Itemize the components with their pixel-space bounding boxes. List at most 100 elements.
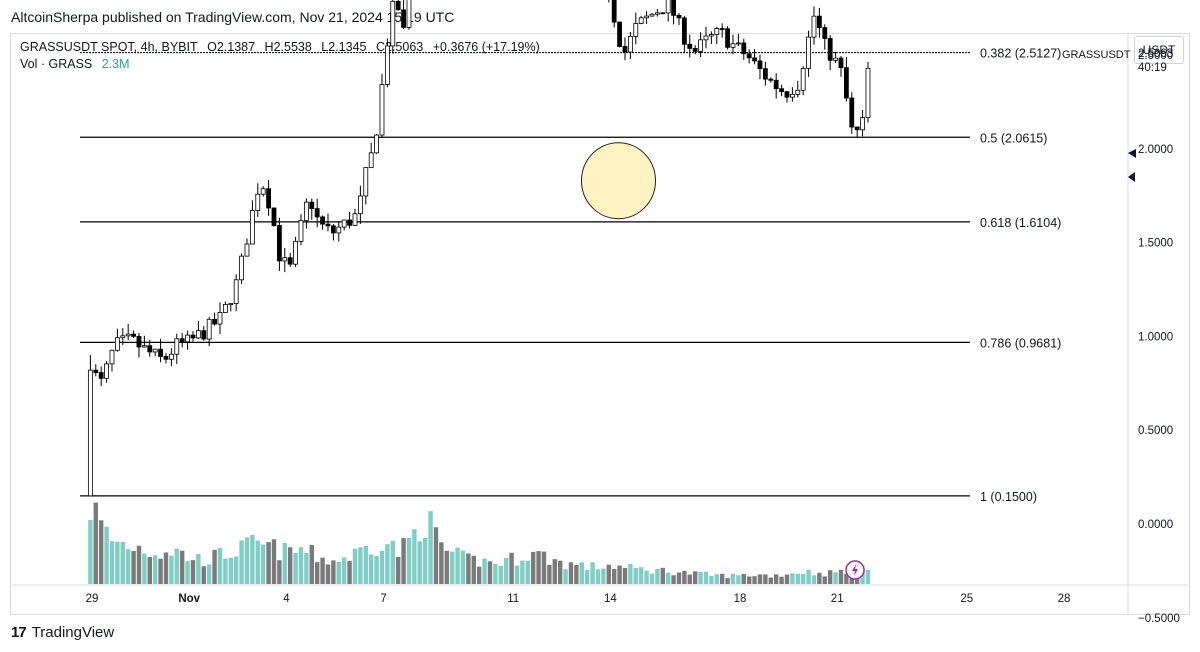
- candle-body: [357, 195, 363, 215]
- fib-label-1: 1 (0.1500): [980, 490, 1037, 504]
- volume-bar: [817, 572, 822, 584]
- volume-bar: [385, 544, 390, 584]
- volume-bar: [514, 565, 520, 584]
- candle-body: [222, 304, 228, 313]
- volume-bar: [638, 567, 644, 584]
- volume-bar: [676, 572, 682, 584]
- volume-bar: [131, 550, 136, 584]
- volume-bar: [503, 558, 509, 584]
- time-tick: 14: [604, 593, 617, 605]
- candle-body: [384, 45, 390, 85]
- candle-body: [865, 67, 871, 119]
- volume-legend[interactable]: Vol · GRASS 2.3M: [20, 57, 136, 71]
- candle-body: [363, 167, 369, 197]
- volume-bar: [779, 576, 784, 584]
- candle-body: [827, 38, 833, 61]
- volume-bar: [449, 551, 455, 584]
- candle-body: [822, 27, 828, 39]
- volume-bar: [790, 573, 795, 584]
- candle-body: [401, 9, 406, 28]
- candle-body: [179, 338, 185, 343]
- candle-body: [212, 318, 217, 325]
- candle-body: [158, 348, 163, 357]
- candle-body: [800, 68, 806, 91]
- volume-bar: [174, 548, 179, 584]
- candle-body: [849, 97, 855, 128]
- volume-bar: [725, 578, 730, 584]
- volume-bar: [374, 555, 379, 584]
- volume-bar: [617, 565, 622, 584]
- volume-bar: [412, 529, 417, 584]
- candle-body: [406, 0, 412, 28]
- volume-bar: [277, 560, 282, 584]
- footer-logo[interactable]: 17 TradingView: [11, 624, 114, 641]
- volume-bar: [498, 565, 503, 584]
- price-tick: 2.0000: [1138, 144, 1173, 156]
- volume-bar: [736, 575, 741, 584]
- volume-label: Vol · GRASS: [20, 57, 93, 71]
- volume-bar: [827, 570, 833, 584]
- candle-body: [249, 210, 255, 245]
- candle-body: [282, 257, 288, 262]
- candle-body: [708, 34, 714, 37]
- candle-body: [692, 48, 698, 52]
- candle-body: [789, 93, 795, 98]
- candle-body: [201, 330, 207, 340]
- candle-body: [843, 67, 849, 99]
- volume-bar: [320, 557, 325, 584]
- volume-bar: [190, 560, 196, 584]
- volume-bar: [466, 553, 471, 584]
- volume-bar: [93, 502, 98, 584]
- volume-bar: [163, 552, 169, 584]
- volume-bar: [649, 573, 655, 584]
- candle-body: [120, 335, 126, 339]
- volume-bar: [379, 550, 385, 584]
- candle-body: [233, 279, 239, 304]
- candle-body: [341, 219, 347, 228]
- volume-bar: [298, 547, 304, 584]
- volume-bar: [142, 553, 147, 584]
- chart-frame[interactable]: [10, 33, 1190, 615]
- candle-body: [87, 369, 93, 497]
- volume-bar: [730, 573, 736, 584]
- candle-body: [633, 23, 639, 37]
- candle-body: [725, 28, 730, 48]
- candle-body: [136, 335, 142, 348]
- candle-body: [773, 79, 779, 90]
- candle-body: [719, 28, 725, 30]
- volume-bar: [644, 570, 649, 584]
- ohlc-high: H2.5538: [264, 40, 312, 54]
- time-tick: Nov: [178, 593, 200, 605]
- candle-body: [185, 334, 190, 343]
- price-tick: 0.0000: [1138, 519, 1173, 531]
- fib-label-0.618: 0.618 (1.6104): [980, 216, 1061, 230]
- time-tick: 21: [831, 593, 844, 605]
- volume-bar: [482, 558, 487, 584]
- volume-bar: [233, 556, 239, 584]
- candle-body: [374, 134, 379, 154]
- symbol-name[interactable]: GRASSUSDT SPOT, 4h, BYBIT: [20, 40, 198, 54]
- currency-button[interactable]: USDT: [1134, 36, 1184, 64]
- candle-body: [266, 188, 271, 209]
- volume-bar: [444, 550, 449, 584]
- volume-bar: [741, 574, 746, 584]
- volume-bar: [401, 538, 406, 584]
- candle-body: [325, 223, 331, 227]
- volume-bar: [422, 537, 428, 584]
- volume-bar: [98, 520, 104, 584]
- candle-body: [638, 17, 644, 24]
- volume-bar: [746, 576, 752, 584]
- volume-bar: [314, 562, 320, 584]
- volume-bar: [487, 561, 493, 584]
- volume-bar: [325, 564, 331, 584]
- volume-bar: [536, 551, 541, 584]
- volume-bar: [833, 572, 838, 584]
- candle-body: [206, 318, 212, 340]
- candle-body: [622, 46, 628, 53]
- publisher-line: AltcoinSherpa published on TradingView.c…: [11, 9, 455, 25]
- lightning-icon-glyph: [852, 564, 859, 576]
- candle-body: [741, 42, 747, 55]
- time-tick: 28: [1058, 593, 1071, 605]
- volume-bar: [147, 556, 152, 584]
